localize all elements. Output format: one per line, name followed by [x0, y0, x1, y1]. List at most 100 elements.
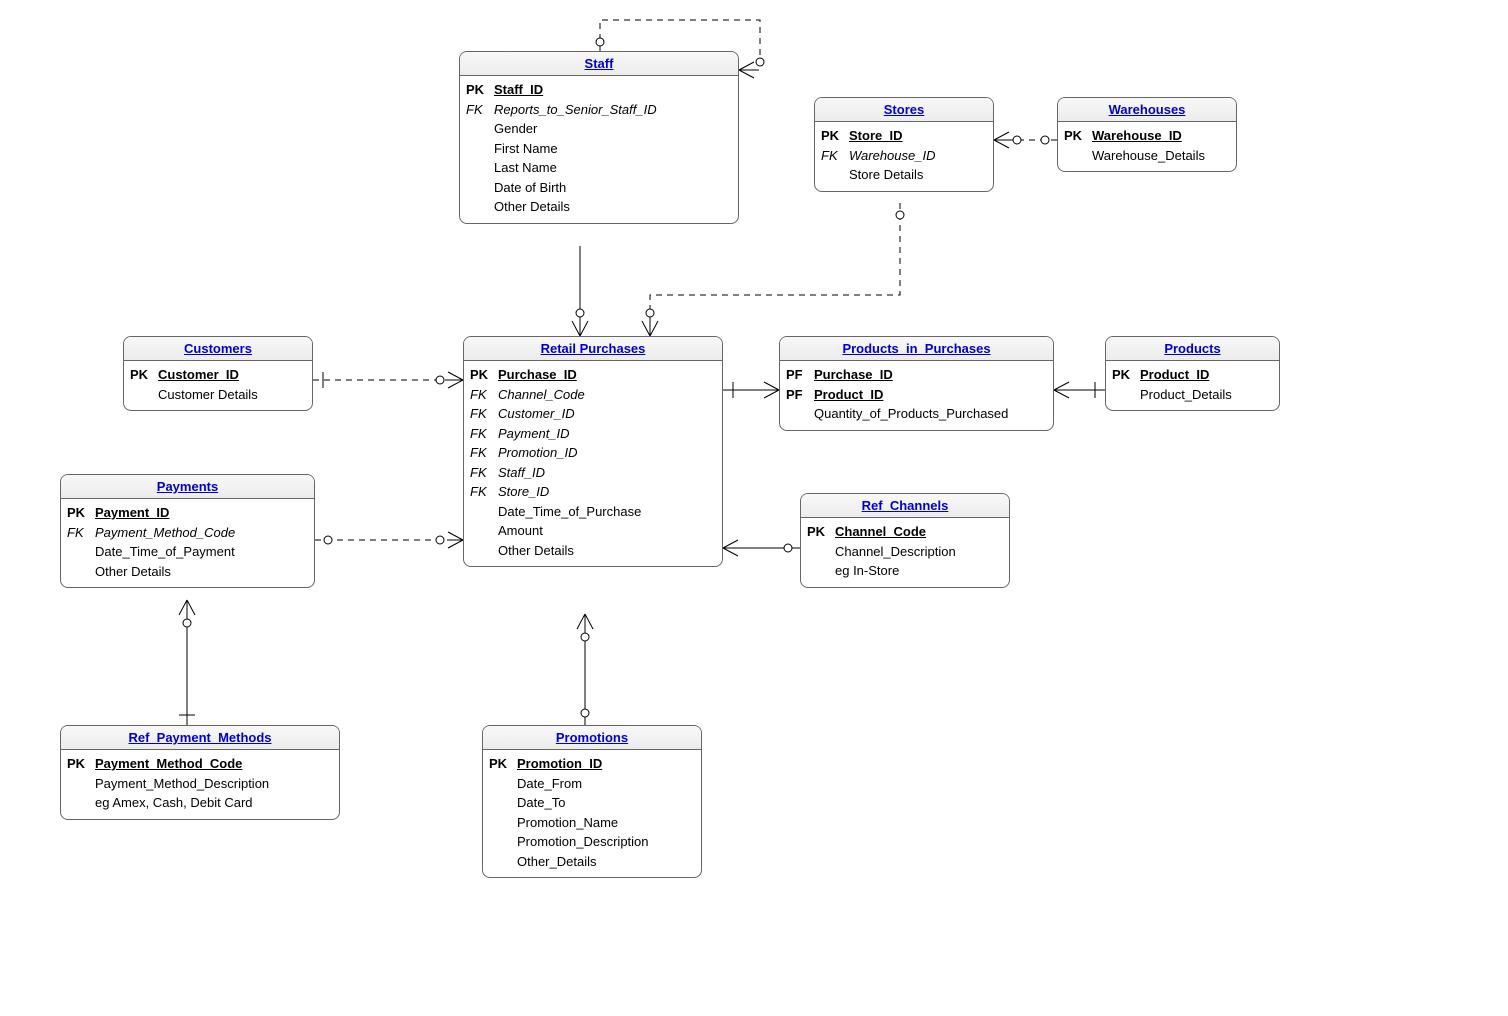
entity-body: PKChannel_CodeChannel_Descriptioneg In-S… [801, 518, 1009, 587]
entity-body: PKCustomer_IDCustomer Details [124, 361, 312, 410]
attribute-name: Staff_ID [498, 463, 545, 483]
attribute-row: Date_To [489, 793, 695, 813]
attribute-name: Date_Time_of_Payment [95, 542, 235, 562]
entity-promotions: PromotionsPKPromotion_IDDate_FromDate_To… [482, 725, 702, 878]
attribute-name: Store_ID [498, 482, 549, 502]
rel-promotions-retail [577, 614, 593, 725]
attribute-name: Store Details [849, 165, 923, 185]
entity-title: Retail Purchases [464, 337, 722, 361]
attribute-row: Channel_Description [807, 542, 1003, 562]
entity-body: PKStaff_IDFKReports_to_Senior_Staff_IDGe… [460, 76, 738, 223]
attribute-row: FKChannel_Code [470, 385, 716, 405]
attribute-name: Warehouse_Details [1092, 146, 1205, 166]
attribute-row: PKStore_ID [821, 126, 987, 146]
rel-staff-retail [572, 246, 588, 336]
attribute-row: Payment_Method_Description [67, 774, 333, 794]
attribute-row: FKCustomer_ID [470, 404, 716, 424]
key-indicator: FK [470, 443, 498, 463]
key-indicator: PK [67, 754, 95, 774]
attribute-name: Other Details [95, 562, 171, 582]
attribute-name: Channel_Description [835, 542, 956, 562]
attribute-row: PKCustomer_ID [130, 365, 306, 385]
attribute-row: Gender [466, 119, 732, 139]
attribute-row: Warehouse_Details [1064, 146, 1230, 166]
attribute-row: eg In-Store [807, 561, 1003, 581]
attribute-name: Payment_ID [498, 424, 570, 444]
entity-title: Customers [124, 337, 312, 361]
attribute-name: Promotion_ID [517, 754, 602, 774]
attribute-name: Customer_ID [158, 365, 239, 385]
attribute-row: PFProduct_ID [786, 385, 1047, 405]
key-indicator: FK [67, 523, 95, 543]
attribute-row: Customer Details [130, 385, 306, 405]
entity-title: Warehouses [1058, 98, 1236, 122]
entity-body: PKStore_IDFKWarehouse_IDStore Details [815, 122, 993, 191]
attribute-name: Channel_Code [498, 385, 585, 405]
attribute-name: Payment_ID [95, 503, 169, 523]
attribute-row: FKStaff_ID [470, 463, 716, 483]
attribute-name: Amount [498, 521, 543, 541]
attribute-row: PKPromotion_ID [489, 754, 695, 774]
attribute-name: Product_ID [814, 385, 883, 405]
key-indicator: FK [470, 424, 498, 444]
attribute-name: Store_ID [849, 126, 902, 146]
key-indicator: FK [470, 463, 498, 483]
attribute-name: eg In-Store [835, 561, 899, 581]
attribute-name: Payment_Method_Code [95, 523, 235, 543]
key-indicator: PK [1064, 126, 1092, 146]
key-indicator: PK [807, 522, 835, 542]
entity-stores: StoresPKStore_IDFKWarehouse_IDStore Deta… [814, 97, 994, 192]
attribute-row: Quantity_of_Products_Purchased [786, 404, 1047, 424]
entity-body: PKPayment_IDFKPayment_Method_CodeDate_Ti… [61, 499, 314, 587]
key-indicator: PK [470, 365, 498, 385]
rel-refchannels-retail [723, 540, 800, 556]
key-indicator: PK [821, 126, 849, 146]
attribute-name: Date_To [517, 793, 565, 813]
attribute-name: Other Details [494, 197, 570, 217]
attribute-name: Product_Details [1140, 385, 1232, 405]
attribute-name: Payment_Method_Description [95, 774, 269, 794]
attribute-name: Date_From [517, 774, 582, 794]
attribute-row: PKProduct_ID [1112, 365, 1273, 385]
attribute-row: Promotion_Name [489, 813, 695, 833]
attribute-name: Purchase_ID [814, 365, 893, 385]
attribute-row: Store Details [821, 165, 987, 185]
entity-body: PKProduct_IDProduct_Details [1106, 361, 1279, 410]
attribute-row: FKPayment_ID [470, 424, 716, 444]
entity-customers: CustomersPKCustomer_IDCustomer Details [123, 336, 313, 411]
attribute-row: Product_Details [1112, 385, 1273, 405]
entity-title: Staff [460, 52, 738, 76]
attribute-name: Staff_ID [494, 80, 543, 100]
entity-title: Stores [815, 98, 993, 122]
attribute-row: PKChannel_Code [807, 522, 1003, 542]
attribute-row: Amount [470, 521, 716, 541]
rel-payments-retail [315, 532, 463, 548]
attribute-row: FKStore_ID [470, 482, 716, 502]
attribute-row: Other Details [470, 541, 716, 561]
entity-title: Ref_Payment_Methods [61, 726, 339, 750]
attribute-row: Other_Details [489, 852, 695, 872]
attribute-name: Warehouse_ID [849, 146, 935, 166]
attribute-name: Gender [494, 119, 537, 139]
attribute-row: FKWarehouse_ID [821, 146, 987, 166]
attribute-name: Promotion_Name [517, 813, 618, 833]
entity-title: Products_in_Purchases [780, 337, 1053, 361]
entity-ref-channels: Ref_ChannelsPKChannel_CodeChannel_Descri… [800, 493, 1010, 588]
attribute-row: PKPayment_Method_Code [67, 754, 333, 774]
key-indicator: PK [1112, 365, 1140, 385]
attribute-row: PKWarehouse_ID [1064, 126, 1230, 146]
attribute-name: Warehouse_ID [1092, 126, 1182, 146]
attribute-row: PKStaff_ID [466, 80, 732, 100]
key-indicator: FK [470, 482, 498, 502]
rel-warehouses-stores [994, 132, 1057, 148]
attribute-row: Date_Time_of_Purchase [470, 502, 716, 522]
attribute-name: Customer Details [158, 385, 258, 405]
entity-retail-purchases: Retail PurchasesPKPurchase_IDFKChannel_C… [463, 336, 723, 567]
attribute-name: Customer_ID [498, 404, 575, 424]
rel-refpm-payments [179, 600, 195, 725]
entity-ref-payment-methods: Ref_Payment_Methods PKPayment_Method_Code… [60, 725, 340, 820]
attribute-row: Date_Time_of_Payment [67, 542, 308, 562]
attribute-name: Channel_Code [835, 522, 926, 542]
rel-customers-retail [313, 372, 463, 388]
rel-products-pip [1054, 382, 1105, 398]
